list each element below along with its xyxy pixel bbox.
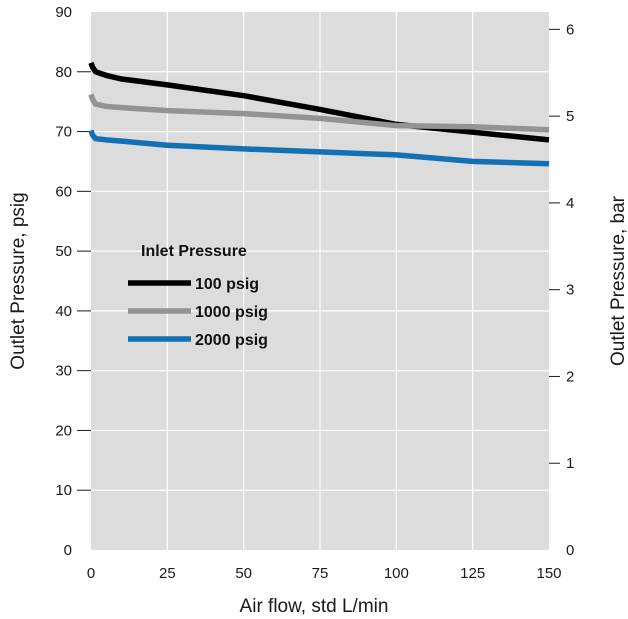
series-line [88, 93, 550, 133]
y2-tick-label: 6 [566, 21, 574, 38]
y-tick-label: 70 [55, 124, 72, 141]
y-tick-label: 30 [55, 363, 72, 380]
y-tick-label: 90 [55, 4, 72, 21]
legend-items: 100 psig 1000 psig 2000 psig [128, 276, 268, 349]
y-tick-label: 50 [55, 243, 72, 260]
series-lines [88, 61, 550, 167]
y-tick-label: 0 [64, 542, 72, 559]
y-tick-label: 20 [55, 422, 72, 439]
legend: Inlet Pressure 100 psig 1000 psig 2000 psi… [128, 243, 268, 349]
y2-tick-label: 5 [566, 108, 574, 125]
x-tick-label: 100 [384, 565, 409, 582]
y-tick-label: 10 [55, 482, 72, 499]
series-line [88, 129, 550, 167]
x-tick-label: 50 [235, 565, 252, 582]
x-tick-label: 0 [87, 565, 95, 582]
y2-axis-title: Outlet Pressure, bar [608, 195, 628, 366]
right-axis-ticks: 0 1 2 3 4 5 6 [549, 21, 574, 559]
legend-label: 100 psig [195, 276, 259, 293]
x-axis-title: Air flow, std L/min [240, 596, 389, 617]
legend-label: 2000 psig [195, 332, 268, 349]
x-tick-label: 125 [460, 565, 485, 582]
y-tick-label: 40 [55, 303, 72, 320]
left-axis-ticks: 0 10 20 30 40 50 60 70 80 90 [55, 4, 91, 559]
legend-label: 1000 psig [195, 304, 268, 321]
y-tick-label: 80 [55, 64, 72, 81]
legend-title: Inlet Pressure [141, 243, 247, 260]
x-tick-label: 150 [536, 565, 561, 582]
y2-tick-label: 2 [566, 368, 574, 385]
y2-tick-label: 0 [566, 542, 574, 559]
y2-tick-label: 3 [566, 282, 574, 299]
x-tick-label: 25 [159, 565, 176, 582]
y2-tick-label: 1 [566, 455, 574, 472]
y2-tick-label: 4 [566, 195, 574, 212]
y-tick-label: 60 [55, 183, 72, 200]
bottom-axis-ticks: 0 25 50 75 100 125 150 [87, 565, 562, 582]
y-axis-title: Outlet Pressure, psig [8, 192, 29, 369]
x-tick-label: 75 [312, 565, 329, 582]
